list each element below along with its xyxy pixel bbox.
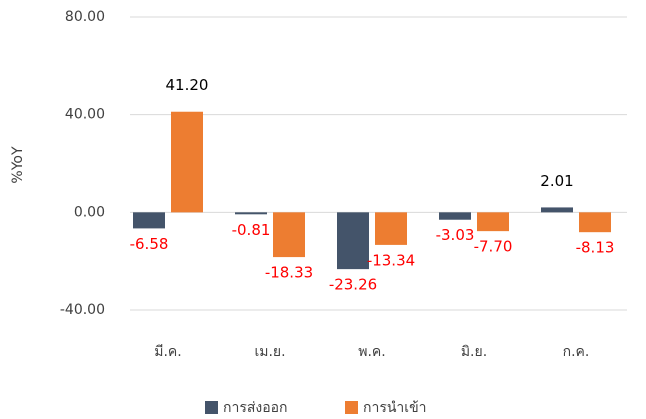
y-tick-label: -40.00: [60, 302, 105, 318]
data-label: -23.26: [329, 276, 377, 294]
legend-label: การส่งออก: [223, 400, 288, 416]
data-label: -3.03: [436, 226, 475, 244]
bar: [477, 212, 509, 232]
legend-swatch: [205, 401, 218, 414]
x-tick-label: ก.ค.: [563, 344, 590, 360]
bar: [337, 212, 369, 270]
data-label: 2.01: [540, 172, 573, 190]
y-tick-label: 40.00: [65, 107, 105, 123]
y-tick-label: 80.00: [65, 9, 105, 25]
data-label: -0.81: [232, 221, 271, 239]
x-tick-label: เม.ย.: [254, 344, 285, 360]
bar: [375, 212, 407, 245]
data-label: -18.33: [265, 264, 313, 282]
bar: [541, 207, 573, 213]
data-label: -8.13: [576, 239, 615, 257]
bar: [439, 212, 471, 220]
data-label: 41.20: [166, 76, 209, 94]
y-tick-label: 0.00: [74, 204, 105, 220]
data-label: -13.34: [367, 251, 415, 269]
bar: [235, 212, 267, 215]
bar: [133, 212, 165, 229]
x-tick-label: พ.ค.: [358, 344, 386, 360]
bar: [171, 111, 203, 213]
legend-swatch: [345, 401, 358, 414]
x-tick-label: มิ.ย.: [461, 344, 487, 360]
data-label: -7.70: [474, 238, 513, 256]
y-axis-label: %YoY: [10, 146, 26, 184]
bar: [273, 212, 305, 258]
bar: [579, 212, 611, 233]
x-tick-label: มี.ค.: [154, 344, 182, 360]
data-label: -6.58: [130, 235, 169, 253]
legend-label: การนำเข้า: [363, 400, 427, 416]
